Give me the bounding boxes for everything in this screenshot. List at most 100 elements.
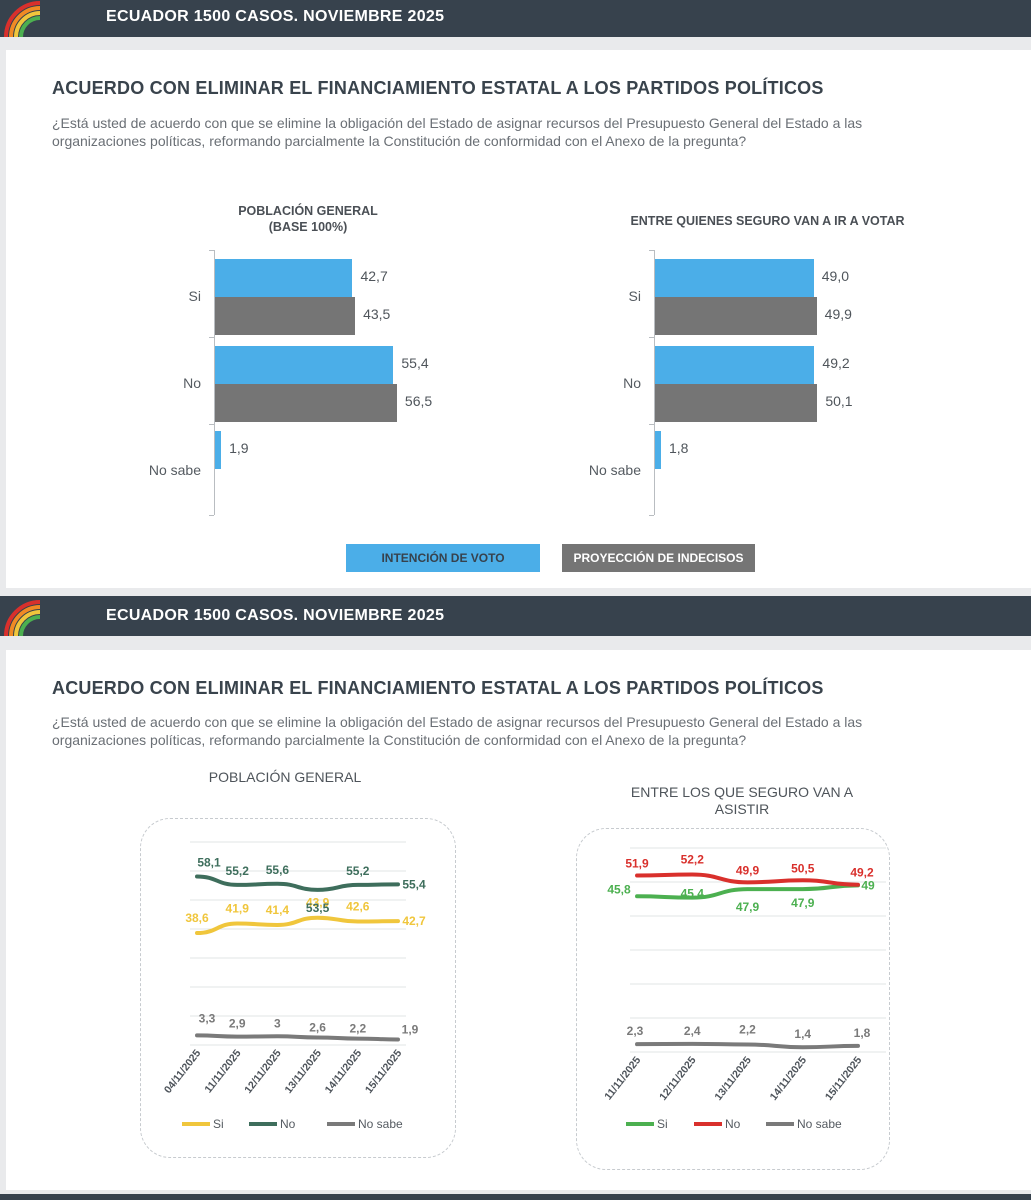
data-label: 43,9 — [306, 896, 330, 910]
data-label: 2,9 — [229, 1017, 246, 1031]
bar-value-label: 1,9 — [229, 440, 249, 456]
series-line-no-sabe — [635, 1041, 860, 1050]
bar-category-label: No — [623, 375, 641, 391]
data-label: 45,8 — [607, 882, 631, 896]
bar-value-label: 49,2 — [822, 355, 850, 371]
data-label: 41,9 — [226, 901, 250, 915]
bar-category-label: Si — [188, 288, 201, 304]
data-label: 3,3 — [199, 1011, 216, 1025]
legend-label: Si — [657, 1117, 668, 1131]
data-label: 2,6 — [309, 1020, 326, 1034]
bar-proyeccion — [215, 384, 397, 422]
bar1-subtitle: (BASE 100%) — [268, 220, 348, 234]
series-line-si — [195, 915, 400, 936]
series-line-no — [635, 872, 860, 887]
line1-title: POBLACIÓN GENERAL — [208, 769, 362, 785]
bar-axis-tick — [209, 250, 214, 251]
bar-value-label: 43,5 — [363, 306, 391, 322]
header-band-2: ECUADOR 1500 CASOS. NOVIEMBRE 2025 — [0, 596, 1031, 636]
data-label: 42,7 — [402, 914, 426, 928]
data-label: 38,6 — [185, 911, 209, 925]
data-label: 3 — [274, 1016, 281, 1030]
x-tick-label: 15/11/2025 — [363, 1047, 405, 1095]
series-line-no-sabe — [195, 1033, 400, 1042]
bar-category-label: No sabe — [148, 462, 201, 478]
data-label: 49,9 — [736, 863, 760, 877]
header-title-2: ECUADOR 1500 CASOS. NOVIEMBRE 2025 — [106, 607, 445, 624]
bar-value-label: 42,7 — [360, 268, 388, 284]
x-tick-label: 13/11/2025 — [712, 1054, 754, 1102]
bar-axis-tick — [209, 424, 214, 425]
x-tick-label: 11/11/2025 — [602, 1054, 643, 1102]
bar-axis-line — [214, 250, 215, 515]
x-tick-label: 14/11/2025 — [323, 1047, 365, 1095]
data-label: 1,8 — [854, 1026, 871, 1040]
data-label: 42,6 — [346, 899, 370, 913]
data-label: 55,4 — [402, 877, 426, 891]
bar-value-label: 56,5 — [404, 393, 433, 409]
line1-frame — [140, 818, 456, 1158]
bar1-title-line1: POBLACIÓN GENERAL — [238, 204, 378, 218]
data-label: 1,9 — [402, 1022, 419, 1036]
bar-axis-tick — [649, 250, 654, 251]
legend-proyeccion: PROYECCIÓN DE INDECISOS — [562, 544, 755, 572]
bar-category-label: Si — [628, 288, 641, 304]
line2-title: ENTRE LOS QUE SEGURO VAN A ASISTIR — [630, 784, 854, 817]
data-label: 52,2 — [681, 853, 705, 867]
bar-intencion — [215, 259, 353, 297]
bar-intencion — [215, 346, 394, 384]
legend-label: No sabe — [797, 1117, 842, 1131]
header-title: ECUADOR 1500 CASOS. NOVIEMBRE 2025 — [106, 8, 445, 25]
data-label: 2,3 — [627, 1024, 644, 1038]
header-band-1: ECUADOR 1500 CASOS. NOVIEMBRE 2025 — [0, 0, 1031, 37]
legend-label: No sabe — [358, 1117, 403, 1131]
x-tick-label: 11/11/2025 — [202, 1047, 243, 1095]
data-label: 58,1 — [197, 856, 221, 870]
data-label: 2,2 — [349, 1022, 366, 1036]
x-tick-label: 14/11/2025 — [768, 1054, 810, 1102]
data-label: 51,9 — [625, 857, 649, 871]
data-label: 1,4 — [794, 1027, 811, 1041]
bar-value-label: 50,1 — [825, 393, 853, 409]
bar-axis-tick — [209, 337, 214, 338]
data-label: 50,5 — [791, 861, 815, 875]
x-tick-label: 15/11/2025 — [823, 1054, 865, 1102]
bar1-title: POBLACIÓN GENERAL (BASE 100%) — [208, 203, 408, 235]
bar-intencion — [655, 259, 814, 297]
bar-intencion — [655, 431, 661, 469]
x-tick-label: 13/11/2025 — [283, 1047, 325, 1095]
series-line-no — [195, 874, 400, 892]
bar-axis-tick — [649, 424, 654, 425]
data-label: 47,9 — [736, 900, 760, 914]
section2-question: ¿Está usted de acuerdo con que se elimin… — [52, 714, 863, 748]
data-label: 2,2 — [739, 1023, 756, 1037]
data-label: 49,2 — [850, 866, 874, 880]
bar-category-label: No sabe — [588, 462, 641, 478]
data-label: 55,2 — [346, 864, 370, 878]
bar-axis-tick — [649, 337, 654, 338]
bar-axis-line — [654, 250, 655, 515]
data-label: 41,4 — [266, 903, 290, 917]
rainbow-logo-icon — [4, 600, 41, 636]
bar-intencion — [215, 431, 222, 469]
series-line-si — [635, 883, 860, 900]
data-label: 49 — [861, 878, 875, 892]
legend-label: Si — [213, 1117, 224, 1131]
x-tick-label: 12/11/2025 — [657, 1054, 699, 1102]
section1-question: ¿Está usted de acuerdo con que se elimin… — [52, 115, 863, 149]
bar-proyeccion — [215, 297, 356, 335]
bar-category-label: No — [183, 375, 201, 391]
data-label: 2,4 — [684, 1024, 701, 1038]
bar-value-label: 55,4 — [401, 355, 429, 371]
data-label: 55,6 — [266, 863, 290, 877]
footer-band — [0, 1194, 1031, 1200]
data-label: 45,4 — [681, 887, 705, 901]
bar-proyeccion — [655, 297, 817, 335]
legend-label: No — [725, 1117, 741, 1131]
bar-proyeccion — [655, 384, 818, 422]
section2-title: ACUERDO CON ELIMINAR EL FINANCIAMIENTO E… — [52, 678, 824, 698]
data-label: 53,5 — [306, 901, 330, 915]
panel-bar-charts — [6, 50, 1031, 588]
panel-line-charts — [6, 650, 1031, 1190]
